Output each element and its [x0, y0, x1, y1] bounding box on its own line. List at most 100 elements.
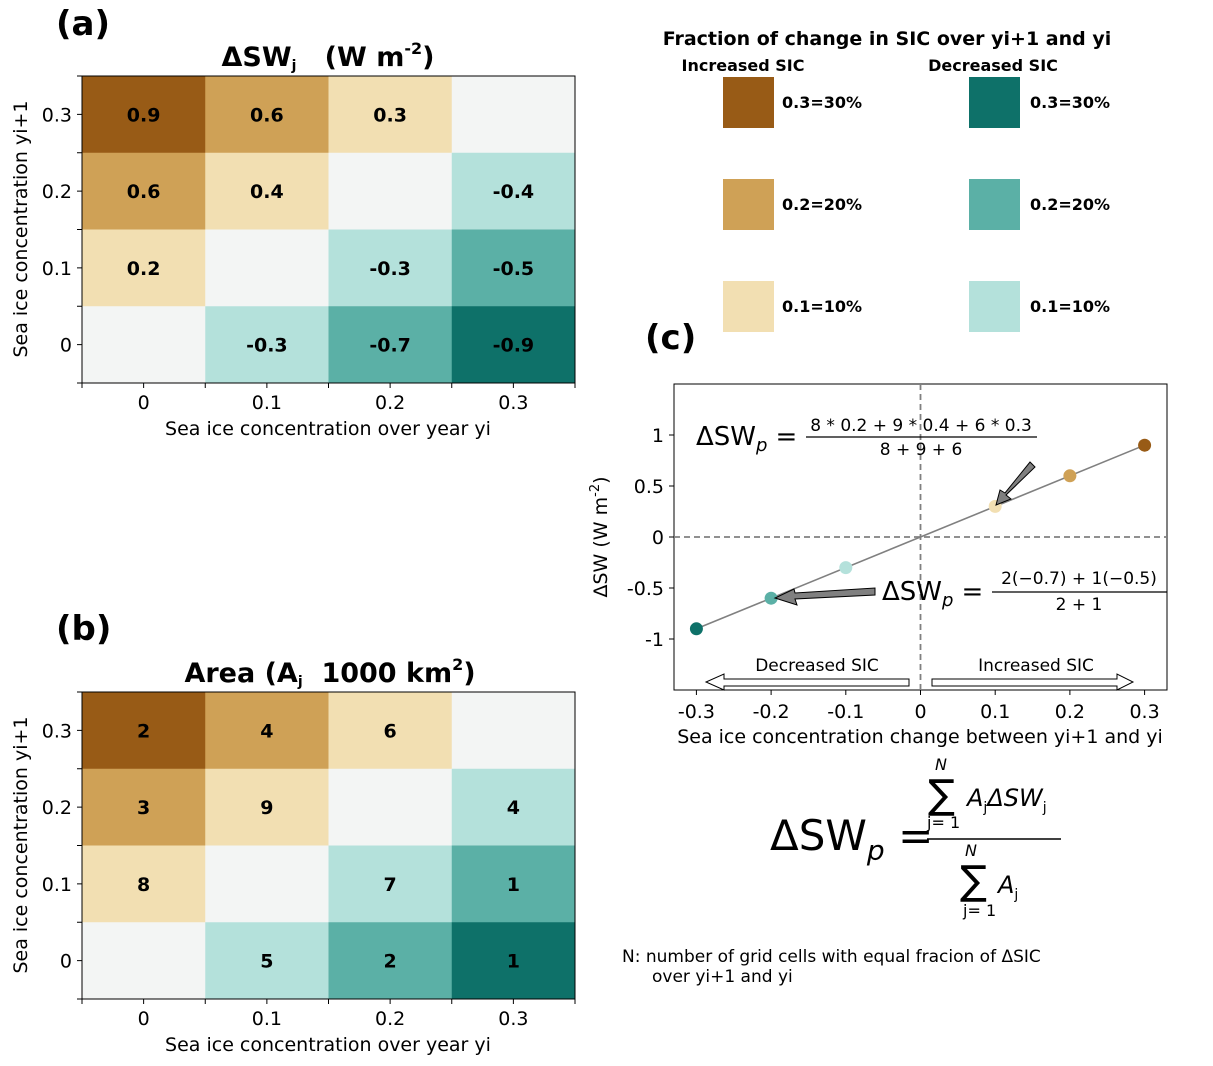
x-tick-label: 0.2 [375, 392, 405, 414]
heatmap-cell [82, 152, 206, 230]
cell-value-label: 5 [260, 951, 273, 973]
formula-num-sigma: ∑ [928, 772, 955, 818]
cell-value-label: 2 [384, 951, 397, 973]
scatter-plot: -0.3 -0.2 -0.1 0 0.1 0.2 0.3 1 0.5 0 -0.5 -1 ΔSWp = 8 … [627, 383, 1168, 723]
cell-value-label: -0.9 [493, 335, 535, 357]
upper-equation-numerator: 8 * 0.2 + 9 * 0.4 + 6 * 0.3 [810, 416, 1032, 436]
x-tick-label: 0.3 [1129, 701, 1159, 723]
y-tick-label: 0.2 [42, 181, 72, 203]
data-point [1063, 469, 1077, 483]
cell-value-label: 0.6 [250, 104, 284, 126]
y-tick-label: -0.5 [627, 578, 664, 600]
heatmap-a: 0.9 0.6 0.3 0.6 0.4 -0.4 0.2 -0.3 -0.5 -0.3 -0.7 -0… [42, 75, 576, 414]
x-tick-label: 0.3 [498, 392, 528, 414]
x-tick-label: -0.1 [827, 701, 864, 723]
x-tick-label: -0.3 [678, 701, 715, 723]
x-tick-label: 0 [138, 1008, 150, 1030]
x-tick-label: -0.2 [753, 701, 790, 723]
legend-swatch-decreased [969, 179, 1020, 230]
cell-value-label: 4 [260, 720, 273, 742]
heatmap-cell [451, 768, 576, 846]
heatmap-b: 2 4 6 3 9 4 8 7 1 5 2 1 0 0.1 0.2 0.3 0.3 0.2 0.1 0 [42, 691, 576, 1030]
legend-label-decreased: 0.2=20% [1030, 195, 1110, 214]
cell-value-label: -0.3 [369, 258, 411, 280]
cell-value-label: -0.3 [246, 335, 288, 357]
lower-equation-lhs: ΔSWp = [882, 577, 983, 611]
increased-arrow [931, 673, 1135, 691]
decreased-arrow [704, 673, 910, 691]
cell-value-label: 9 [260, 797, 273, 819]
heatmap-cell [328, 306, 453, 384]
formula: ΔSWp = N ∑ j= 1 AjΔSWj N ∑ j= 1 Aj [770, 755, 1061, 920]
heatmap-cell [451, 152, 576, 230]
legend-swatch-decreased [969, 77, 1020, 128]
lower-equation-denominator: 2 + 1 [1056, 595, 1103, 615]
cell-value-label: 8 [137, 874, 150, 896]
data-point [1138, 438, 1152, 452]
panel-c-xlabel: Sea ice concentration change between yi+… [677, 726, 1163, 748]
heatmap-cell [205, 845, 329, 923]
heatmap-cell [205, 76, 329, 154]
panel-c: (c) -0.3 -0.2 -0.1 0 0.1 0.2 0.3 1 0.5 0 -0.5 -1 ΔSW… [588, 318, 1168, 748]
data-point [839, 561, 853, 575]
panel-b-xlabel: Sea ice concentration over year yi [165, 1034, 491, 1056]
legend-swatch-increased [723, 281, 774, 332]
heatmap-cell [451, 845, 576, 923]
y-tick-label: 0.2 [42, 797, 72, 819]
heatmap-cell [82, 229, 206, 307]
heatmap-cell [82, 76, 206, 154]
formula-den-sum-lower: j= 1 [962, 901, 996, 920]
heatmap-cell [451, 306, 576, 384]
panel-a-xlabel: Sea ice concentration over year yi [165, 418, 491, 440]
heatmap-cell [82, 692, 206, 770]
legend-swatch-decreased [969, 281, 1020, 332]
cell-value-label: 0.2 [127, 258, 161, 280]
cell-value-label: 1 [507, 874, 520, 896]
formula-num-term: AjΔSWj [965, 784, 1047, 816]
legend-increased-title: Increased SIC [682, 56, 805, 75]
heatmap-cell [451, 922, 576, 1000]
heatmap-cell [451, 229, 576, 307]
heatmap-cell [205, 306, 329, 384]
y-tick-label: 0.1 [42, 874, 72, 896]
panel-label-a: (a) [56, 4, 110, 44]
note-line-1: N: number of grid cells with equal fraci… [622, 947, 1041, 967]
x-tick-label: 0.3 [498, 1008, 528, 1030]
panel-b: (b) Area (Aj 1000 km2) 2 4 6 3 9 4 8 7 1 5 2 1 0 0.1 0… [10, 609, 576, 1056]
heatmap-cell [328, 692, 453, 770]
x-tick-label: 0.1 [252, 392, 282, 414]
heatmap-cell [328, 76, 453, 154]
panel-b-title: Area (Aj 1000 km2) [184, 655, 475, 690]
y-tick-label: 0.5 [634, 476, 664, 498]
cell-value-label: -0.5 [493, 258, 535, 280]
cell-value-label: 0.9 [127, 104, 161, 126]
cell-value-label: 4 [507, 797, 520, 819]
cell-value-label: 1 [507, 951, 520, 973]
y-tick-label: 0.1 [42, 258, 72, 280]
heatmap-cell [328, 229, 453, 307]
heatmap-cell [82, 922, 206, 1000]
heatmap-cell [205, 152, 329, 230]
heatmap-cell [328, 922, 453, 1000]
note-line-2: over yi+1 and yi [652, 967, 793, 987]
formula-lhs: ΔSWp = [770, 811, 933, 867]
legend-label-increased: 0.3=30% [782, 93, 862, 112]
y-tick-label: 0 [60, 335, 72, 357]
cell-value-label: -0.4 [493, 181, 535, 203]
y-tick-label: 1 [652, 425, 664, 447]
heatmap-cell [328, 768, 453, 846]
decreased-sic-label: Decreased SIC [755, 656, 879, 676]
legend-swatch-increased [723, 77, 774, 128]
x-tick-label: 0 [138, 392, 150, 414]
data-point [764, 591, 778, 605]
cell-value-label: 0.4 [250, 181, 284, 203]
panel-b-ylabel: Sea ice concentration yi+1 [10, 716, 32, 973]
formula-den-sigma: ∑ [960, 858, 987, 904]
panel-a-ylabel: Sea ice concentration yi+1 [10, 100, 32, 357]
cell-value-label: 3 [137, 797, 150, 819]
heatmap-cell [82, 306, 206, 384]
upper-arrow [995, 461, 1036, 506]
legend-label-decreased: 0.1=10% [1030, 297, 1110, 316]
y-tick-label: -1 [645, 629, 664, 651]
cell-value-label: -0.7 [369, 335, 411, 357]
